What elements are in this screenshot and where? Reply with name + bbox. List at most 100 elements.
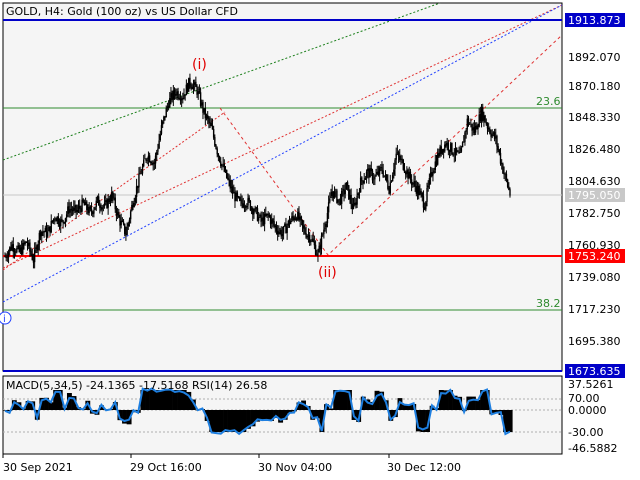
channel-line-green-dotted <box>2 2 441 161</box>
macd-bar <box>126 410 132 425</box>
macd-bar <box>278 410 284 423</box>
macd-signal-line <box>4 387 511 436</box>
wave-circle-i: i <box>0 311 12 325</box>
macd-bar <box>232 410 238 432</box>
macd-bar <box>190 399 196 410</box>
macd-bar <box>374 390 380 410</box>
time-tick: 30 Dec 12:00 <box>387 461 461 474</box>
macd-bar <box>507 410 513 432</box>
macd-bar <box>48 402 54 410</box>
macd-bar <box>2 410 8 411</box>
wave-label-ii: (ii) <box>318 265 337 281</box>
price-tick: 1760.930 <box>568 239 621 252</box>
macd-tick: 70.00 <box>568 392 600 405</box>
macd-bar <box>117 410 123 421</box>
price-tick: 1782.750 <box>568 207 621 220</box>
macd-bar <box>273 410 279 418</box>
macd-bar <box>181 390 187 410</box>
macd-bar <box>287 410 293 414</box>
macd-bar <box>53 390 59 410</box>
price-axis[interactable]: 1892.070 1870.180 1848.330 1826.480 1804… <box>565 13 625 378</box>
macd-bar <box>296 402 302 410</box>
macd-bar <box>140 390 146 410</box>
macd-bar <box>39 397 45 410</box>
price-tick: 1892.070 <box>568 51 621 64</box>
level-price-label-1753: 1753.240 <box>568 250 621 263</box>
macd-tick: -30.00 <box>568 426 603 439</box>
macd-bar <box>402 404 408 410</box>
macd-bar <box>57 390 63 410</box>
time-tick: 29 Oct 16:00 <box>130 461 202 474</box>
macd-bar <box>406 405 412 410</box>
macd-bar <box>145 390 150 410</box>
macd-bar <box>493 410 499 414</box>
macd-bar <box>379 391 385 410</box>
time-tick: 30 Sep 2021 <box>3 461 73 474</box>
macd-bar <box>259 410 265 421</box>
time-axis[interactable]: 30 Sep 2021 29 Oct 16:00 30 Nov 04:00 30… <box>2 454 461 474</box>
price-series[interactable] <box>4 73 511 269</box>
macd-bar <box>328 408 334 410</box>
macd-bar <box>154 390 160 410</box>
macd-bar <box>484 390 490 410</box>
channel-line-blue-dotted <box>2 4 563 303</box>
level-price-box-1913 <box>565 13 625 27</box>
macd-bar <box>218 410 224 432</box>
macd-bar <box>167 390 173 410</box>
price-tick: 1804.630 <box>568 175 621 188</box>
macd-bar <box>425 410 430 432</box>
macd-bar <box>250 410 256 427</box>
macd-bar <box>227 410 233 432</box>
level-price-label-1913: 1913.873 <box>568 14 621 27</box>
price-tick: 1717.230 <box>568 303 621 316</box>
price-tick: 1695.380 <box>568 335 621 348</box>
macd-bar <box>268 410 274 422</box>
price-tick: 1826.480 <box>568 143 621 156</box>
fib-label-38-2: 38.2 <box>536 297 561 310</box>
macd-indicator-label: MACD(5,34,5) -24.1365 -17.5168 RSI(14) 2… <box>6 379 267 392</box>
channel-line-red-dotted-2 <box>2 111 226 271</box>
macd-bar <box>480 390 486 410</box>
macd-bar <box>246 410 251 429</box>
macd-bar <box>149 390 155 410</box>
channel-line-red-dotted <box>2 4 563 269</box>
macd-bar <box>369 401 375 410</box>
fib-label-23-6: 23.6 <box>536 95 561 108</box>
price-tick: 1870.180 <box>568 80 621 93</box>
main-plot-area[interactable] <box>2 2 563 372</box>
macd-bar <box>466 396 472 410</box>
macd-bar <box>209 410 215 432</box>
macd-tick: 0.0000 <box>568 404 607 417</box>
macd-bar <box>158 390 164 410</box>
macd-bar <box>99 405 105 410</box>
macd-bar <box>66 393 72 410</box>
macd-bar <box>241 410 247 432</box>
current-price-label: 1795.050 <box>568 189 621 202</box>
macd-bar <box>44 397 49 410</box>
macd-bar <box>503 410 509 432</box>
macd-bar <box>236 410 242 432</box>
macd-bar <box>11 400 17 410</box>
macd-bar <box>314 410 320 419</box>
macd-histogram <box>2 390 513 432</box>
macd-bar <box>415 410 421 432</box>
price-tick: 1848.330 <box>568 111 621 124</box>
wave-circle-label: i <box>3 314 6 325</box>
macd-bar <box>264 410 270 421</box>
macd-bar <box>420 410 426 432</box>
current-price-box <box>565 188 625 202</box>
macd-bar <box>365 399 371 410</box>
macd-bar <box>204 410 210 421</box>
macd-tick: 37.5261 <box>568 378 614 391</box>
macd-bar <box>282 410 288 420</box>
macd-bar <box>388 410 394 421</box>
macd-tick: -46.5882 <box>568 442 617 455</box>
macd-bar <box>223 410 228 432</box>
macd-bar <box>25 401 31 410</box>
wave-label-i: (i) <box>192 57 207 73</box>
macd-axis: 37.5261 70.00 0.0000 -30.00 -46.5882 <box>568 378 617 455</box>
macd-bar <box>71 396 77 410</box>
macd-bar <box>337 390 343 410</box>
price-tick: 1739.080 <box>568 271 621 284</box>
